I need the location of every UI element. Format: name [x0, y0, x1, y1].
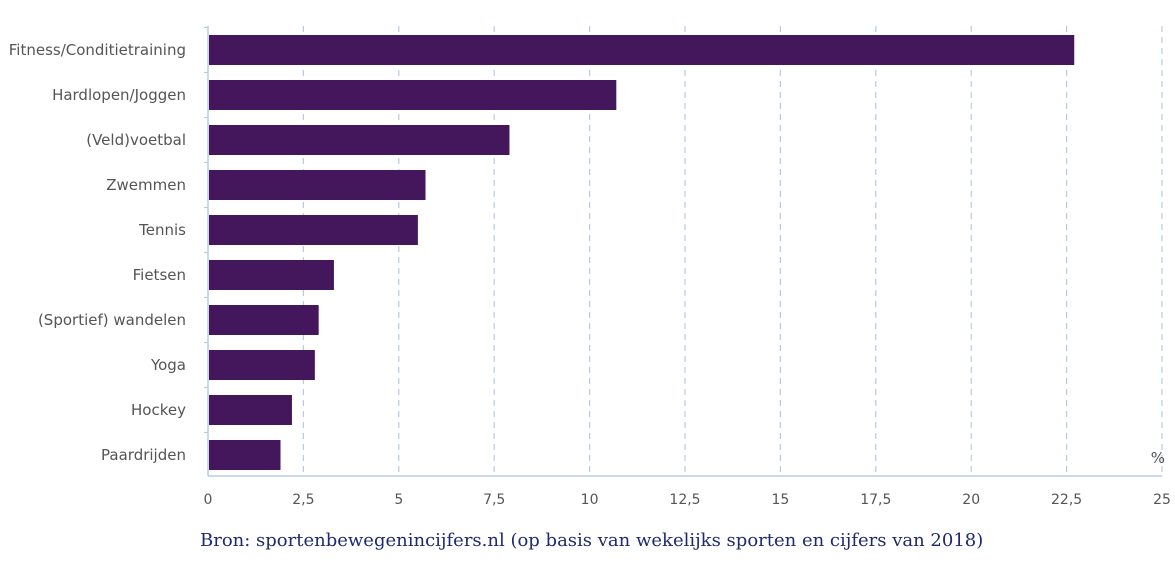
bar — [209, 260, 334, 290]
category-label: Hockey — [131, 401, 186, 419]
category-label: Yoga — [150, 356, 186, 374]
category-label: Hardlopen/Joggen — [52, 86, 186, 104]
bar — [209, 125, 510, 155]
bar — [209, 350, 315, 380]
bars — [209, 35, 1075, 470]
category-label: (Sportief) wandelen — [38, 311, 186, 329]
x-tick-label: 12,5 — [669, 492, 700, 508]
bar — [209, 80, 617, 110]
bar — [209, 35, 1075, 65]
category-labels: Fitness/Conditietraining Hardlopen/Joggen… — [9, 41, 186, 464]
axes — [204, 26, 1162, 477]
x-tick-label: 0 — [204, 492, 213, 508]
source-note: Bron: sportenbewegenincijfers.nl (op bas… — [200, 530, 984, 551]
x-tick-label: 17,5 — [860, 492, 891, 508]
unit-label: % — [1151, 449, 1165, 467]
bar — [209, 395, 292, 425]
x-tick-label: 25 — [1153, 492, 1171, 508]
category-label: (Veld)voetbal — [86, 131, 186, 149]
x-tick-label: 15 — [771, 492, 789, 508]
bar — [209, 305, 319, 335]
x-tick-labels: 0 2,5 5 7,5 10 12,5 15 17,5 20 22,5 25 — [204, 492, 1171, 508]
x-tick-label: 22,5 — [1051, 492, 1082, 508]
category-label: Tennis — [138, 221, 186, 239]
category-label: Fitness/Conditietraining — [9, 41, 186, 59]
x-tick-label: 10 — [581, 492, 599, 508]
x-tick-label: 2,5 — [292, 492, 314, 508]
x-tick-label: 5 — [394, 492, 403, 508]
grid-lines — [302, 26, 1163, 476]
category-label: Zwemmen — [106, 176, 186, 194]
bar — [209, 170, 426, 200]
bar-chart: Fitness/Conditietraining Hardlopen/Joggen… — [9, 26, 1171, 508]
x-tick-label: 7,5 — [483, 492, 505, 508]
bar — [209, 215, 418, 245]
bar — [209, 440, 281, 470]
x-tick-label: 20 — [962, 492, 980, 508]
category-label: Fietsen — [133, 266, 186, 284]
category-label: Paardrijden — [101, 446, 186, 464]
